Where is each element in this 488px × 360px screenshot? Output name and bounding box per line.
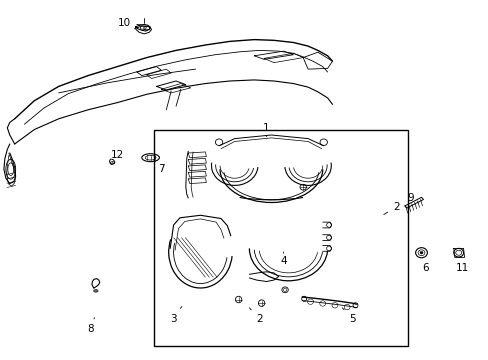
Text: 2: 2 bbox=[249, 308, 262, 324]
Text: 8: 8 bbox=[87, 318, 94, 334]
Text: 12: 12 bbox=[110, 150, 124, 163]
Text: 3: 3 bbox=[170, 306, 182, 324]
Text: 6: 6 bbox=[421, 257, 428, 273]
Text: 5: 5 bbox=[342, 308, 355, 324]
Ellipse shape bbox=[419, 251, 422, 254]
Text: 2: 2 bbox=[383, 202, 399, 215]
Bar bbox=[154, 130, 407, 346]
Text: 11: 11 bbox=[454, 257, 468, 273]
Text: 1: 1 bbox=[263, 123, 269, 137]
Text: 9: 9 bbox=[407, 193, 413, 209]
Text: 4: 4 bbox=[280, 252, 286, 266]
Text: 7: 7 bbox=[154, 160, 164, 174]
Text: 10: 10 bbox=[118, 18, 141, 28]
